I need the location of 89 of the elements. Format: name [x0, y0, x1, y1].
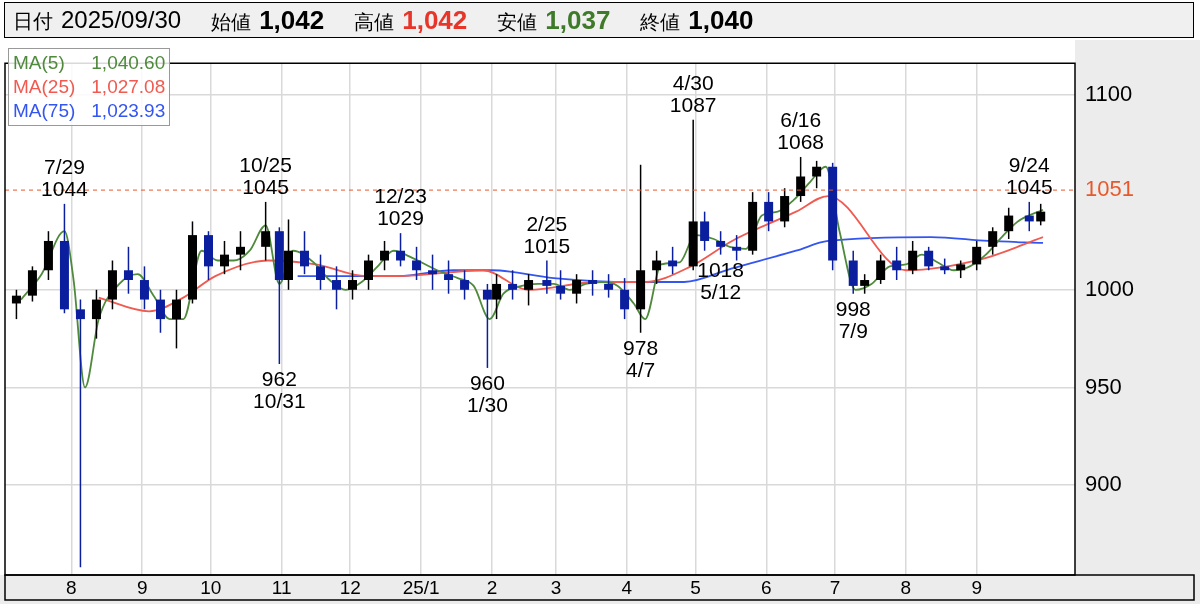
annotation: 1,023.93 — [91, 99, 166, 123]
x-tick-label: 12 — [339, 576, 361, 598]
x-tick-label: 2 — [486, 576, 498, 598]
candlestick — [812, 160, 822, 189]
x-tick-label: 25/1 — [402, 576, 440, 598]
candlestick — [716, 230, 726, 256]
x-tick-label: 9 — [971, 576, 982, 598]
annotation: 9/24 1045 — [1005, 153, 1053, 199]
text: MA(25) — [13, 75, 76, 99]
x-tick-label: 4 — [621, 576, 633, 598]
text: 日付 2025/09/30 — [13, 5, 182, 33]
x-tick-label: 8 — [900, 576, 912, 598]
x-tick-label: 6 — [761, 576, 772, 598]
candlestick — [620, 277, 630, 320]
candlestick — [876, 253, 886, 285]
text: 安値 1,037 — [497, 4, 611, 35]
candlestick — [75, 298, 85, 568]
x-tick-label: 3 — [550, 576, 562, 598]
annotation: 12/23 1029 — [374, 184, 427, 230]
candlestick — [988, 226, 998, 256]
candlestick — [171, 289, 181, 350]
candlestick — [972, 240, 982, 272]
text: 高値 1,042 — [354, 4, 468, 35]
annotation: 960 1/30 — [466, 371, 508, 417]
candlestick — [588, 269, 598, 297]
candlestick — [700, 210, 710, 252]
candlestick — [412, 246, 422, 281]
candlestick — [482, 283, 492, 369]
candlestick — [542, 259, 552, 295]
candlestick — [908, 240, 918, 275]
candlestick — [892, 246, 902, 281]
candlestick — [668, 246, 678, 275]
x-tick-label: 9 — [136, 576, 148, 598]
candlestick — [396, 232, 406, 268]
candlestick — [460, 269, 470, 301]
text: 始値 1,042 — [211, 4, 325, 35]
candlestick — [508, 269, 518, 301]
candlestick — [764, 191, 774, 232]
candlestick — [924, 246, 934, 272]
candlestick — [155, 289, 165, 334]
candlestick — [364, 253, 374, 291]
text: MA(5) — [13, 51, 65, 75]
annotation: 2/25 1015 — [523, 211, 571, 257]
candlestick — [261, 201, 271, 262]
candlestick — [796, 156, 806, 203]
annotation: 10/25 1045 — [239, 153, 292, 199]
candlestick — [492, 273, 502, 320]
candlestick — [732, 234, 742, 262]
x-tick-label: 10 — [200, 576, 222, 598]
annotation: 6/16 1068 — [777, 108, 824, 154]
candlestick — [300, 230, 310, 275]
y-tick-label: 1100 — [1085, 80, 1133, 106]
candlestick — [348, 269, 358, 301]
annotation: 7/29 1044 — [41, 155, 89, 201]
candlestick — [860, 273, 870, 295]
candlestick — [139, 265, 149, 311]
candlestick — [380, 240, 390, 272]
candlestick — [1036, 203, 1046, 227]
candlestick — [652, 249, 662, 285]
annotation: 1,040.60 — [91, 51, 166, 75]
y-tick-label: 950 — [1085, 373, 1122, 399]
candlestick — [91, 289, 101, 340]
annotation: 962 10/31 — [253, 367, 306, 413]
candlestick — [524, 273, 534, 307]
x-tick-label: 11 — [271, 576, 292, 598]
text: 終値 1,040 — [640, 4, 754, 35]
text: MA(75) — [13, 99, 76, 123]
candlestick — [219, 240, 229, 275]
candlestick — [444, 259, 454, 295]
candlestick — [1004, 207, 1014, 240]
candlestick — [428, 253, 438, 291]
ref-line-label: 1051 — [1085, 176, 1134, 202]
candlestick — [123, 246, 133, 295]
x-tick-label: 8 — [66, 576, 77, 598]
annotation: 978 4/7 — [623, 336, 659, 382]
y-tick-label: 900 — [1085, 471, 1122, 497]
candlestick — [11, 289, 21, 320]
annotation: 4/30 1087 — [669, 71, 717, 117]
candlestick — [604, 273, 614, 299]
y-tick-label: 1000 — [1085, 275, 1134, 301]
annotation: 998 7/9 — [835, 297, 871, 342]
annotation: 1,027.08 — [91, 75, 166, 99]
candlestick — [332, 265, 342, 311]
candlestick — [316, 253, 326, 291]
candlestick — [572, 273, 582, 305]
x-tick-label: 5 — [690, 576, 701, 598]
candlestick — [556, 269, 566, 301]
candlestick — [235, 230, 245, 272]
x-tick-label: 7 — [829, 576, 841, 598]
